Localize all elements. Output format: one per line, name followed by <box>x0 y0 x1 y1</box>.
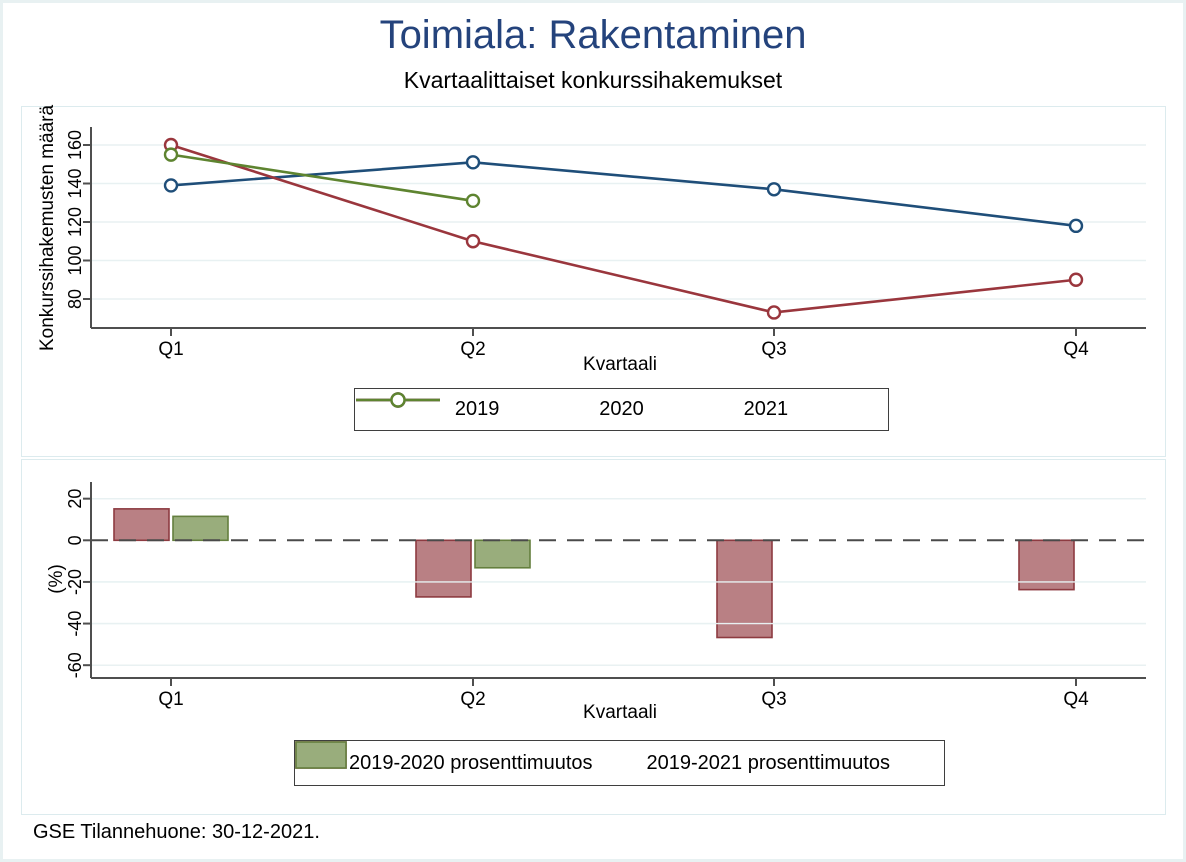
line-chart-y-axis-title: Konkurssihakemusten määrä <box>37 104 58 352</box>
svg-text:Q2: Q2 <box>460 689 485 710</box>
bar-swatch-2019-2021-icon <box>295 741 347 769</box>
page-title: Toimiala: Rakentaminen <box>379 13 807 57</box>
bar-chart-legend: 2019-2020 prosenttimuutos 2019-2021 pros… <box>294 740 945 786</box>
svg-text:20: 20 <box>65 489 85 509</box>
svg-text:Q2: Q2 <box>460 339 485 360</box>
legend-item-2019-2021: 2019-2021 prosenttimuutos <box>295 741 891 775</box>
legend-label-2020: 2020 <box>599 398 644 420</box>
line-chart-x-axis-title: Kvartaali <box>583 354 657 375</box>
header: Toimiala: Rakentaminen Kvartaalittaiset … <box>3 13 1183 94</box>
line-chart-panel: 80 100 120 140 160 Q1 Q2 Q3 Q4 Konkurssihakemust… <box>21 104 1166 457</box>
svg-text:140: 140 <box>65 168 85 198</box>
svg-text:Q4: Q4 <box>1063 339 1089 360</box>
svg-text:-20: -20 <box>65 569 85 595</box>
legend-item-2019: 2019 <box>356 392 500 421</box>
svg-text:-40: -40 <box>65 611 85 637</box>
svg-text:-60: -60 <box>65 652 85 678</box>
svg-text:Q1: Q1 <box>158 689 183 710</box>
bar-chart: 20 0 -20 -40 -60 Q1 Q2 Q3 Q4 <box>65 482 1146 710</box>
bar-chart-panel: 20 0 -20 -40 -60 Q1 Q2 Q3 Q4 (%) Kvartaali 2019-… <box>21 459 1166 815</box>
page-subtitle: Kvartaalittaiset konkurssihakemukset <box>403 67 783 93</box>
legend-label-2019-2020: 2019-2020 prosenttimuutos <box>349 751 593 774</box>
legend-label-2021: 2021 <box>743 398 789 420</box>
svg-text:160: 160 <box>65 130 85 160</box>
line-chart: 80 100 120 140 160 Q1 Q2 Q3 Q4 <box>65 127 1146 360</box>
svg-text:Q3: Q3 <box>761 339 786 360</box>
bar-chart-y-axis-title: (%) <box>46 564 67 594</box>
legend-item-2020: 2020 <box>356 392 644 421</box>
svg-text:Q1: Q1 <box>158 339 183 360</box>
svg-text:0: 0 <box>65 535 85 545</box>
svg-text:120: 120 <box>65 207 85 237</box>
svg-text:Q3: Q3 <box>761 689 786 710</box>
line-swatch-2021-icon <box>356 392 440 408</box>
line-chart-legend: 2019 2020 2021 <box>354 388 889 431</box>
bar-chart-x-axis-title: Kvartaali <box>583 702 657 723</box>
source-note: GSE Tilannehuone: 30-12-2021. <box>33 821 320 843</box>
svg-text:Q4: Q4 <box>1063 689 1089 710</box>
legend-item-2019-2020: 2019-2020 prosenttimuutos <box>295 741 593 775</box>
legend-label-2019: 2019 <box>454 398 500 420</box>
legend-item-2021: 2021 <box>356 392 789 421</box>
legend-label-2019-2021: 2019-2021 prosenttimuutos <box>646 751 891 774</box>
svg-text:80: 80 <box>65 289 85 309</box>
svg-text:100: 100 <box>65 245 85 275</box>
